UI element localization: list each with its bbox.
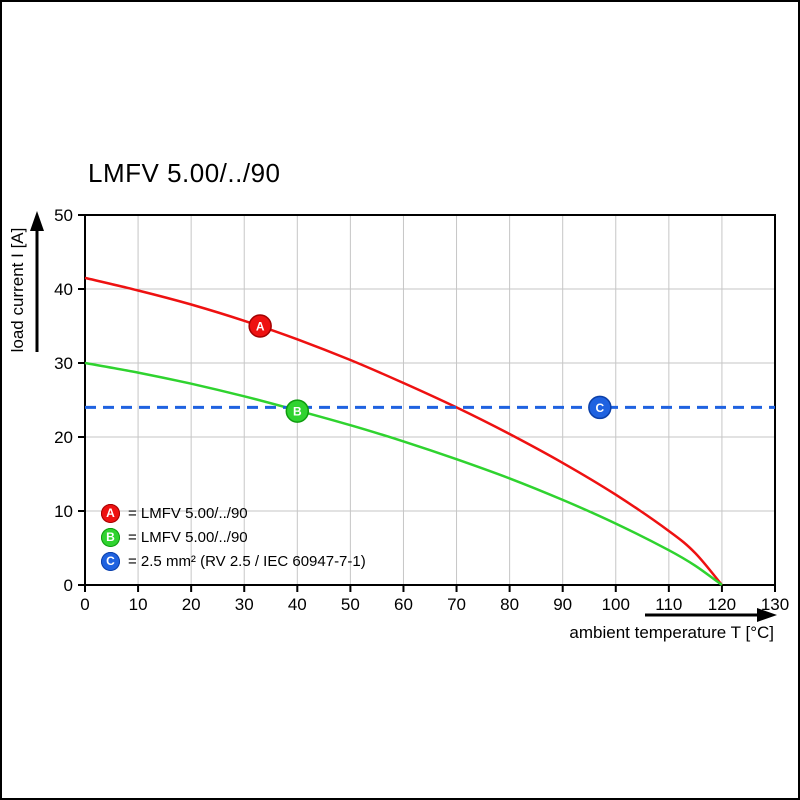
legend: A = LMFV 5.00/../90 B = LMFV 5.00/../90 … [101, 501, 366, 573]
legend-label-a: = LMFV 5.00/../90 [128, 504, 248, 522]
x-tick-label: 80 [500, 595, 519, 614]
x-tick-label: 20 [182, 595, 201, 614]
series-line-b [84, 361, 723, 587]
y-axis-arrowhead-icon [30, 211, 44, 231]
y-axis-label: load current I [A] [8, 227, 27, 353]
legend-marker-c-icon: C [101, 551, 120, 571]
legend-label-c: = 2.5 mm² (RV 2.5 / IEC 60947-7-1) [128, 552, 366, 570]
x-tick-label: 60 [394, 595, 413, 614]
curve-marker-letter-a: A [256, 320, 265, 334]
x-tick-label: 110 [655, 595, 682, 614]
x-tick-label: 50 [341, 595, 360, 614]
legend-marker-b-icon: B [101, 527, 120, 547]
x-tick-label: 30 [235, 595, 254, 614]
x-axis-arrowhead-icon [757, 608, 777, 622]
x-tick-label: 90 [553, 595, 572, 614]
y-tick-label: 50 [54, 206, 73, 225]
x-tick-label: 0 [80, 595, 89, 614]
legend-label-b: = LMFV 5.00/../90 [128, 528, 248, 546]
x-axis-label: ambient temperature T [°C] [569, 623, 774, 642]
curve-marker-letter-c: C [596, 401, 605, 415]
x-tick-label: 100 [602, 595, 630, 614]
plot-frame [84, 214, 776, 586]
legend-item-c: C = 2.5 mm² (RV 2.5 / IEC 60947-7-1) [101, 549, 366, 573]
legend-marker-a-icon: A [101, 503, 120, 523]
x-tick-label: 120 [708, 595, 736, 614]
y-tick-label: 20 [54, 428, 73, 447]
legend-item-a: A = LMFV 5.00/../90 [101, 501, 366, 525]
curve-marker-c [588, 395, 612, 420]
legend-item-b: B = LMFV 5.00/../90 [101, 525, 366, 549]
x-tick-label: 70 [447, 595, 466, 614]
curve-marker-a [248, 314, 272, 338]
y-tick-label: 40 [54, 280, 73, 299]
y-tick-label: 0 [64, 576, 73, 595]
x-tick-label: 10 [129, 595, 148, 614]
x-tick-label: 40 [288, 595, 307, 614]
series-line-a [84, 276, 723, 586]
x-tick-label: 130 [761, 595, 789, 614]
y-tick-label: 30 [54, 354, 73, 373]
y-tick-label: 10 [54, 502, 73, 521]
curve-marker-b [285, 399, 310, 423]
chart-title: LMFV 5.00/../90 [88, 158, 281, 188]
curve-marker-letter-b: B [293, 405, 302, 419]
